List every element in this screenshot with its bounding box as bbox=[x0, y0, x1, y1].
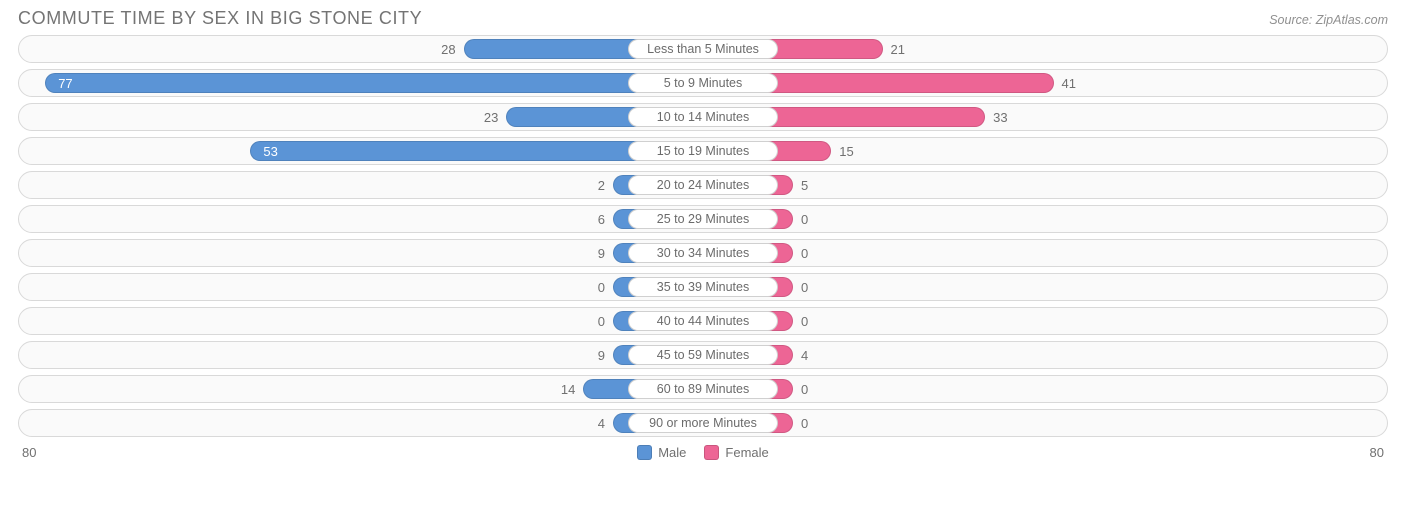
value-female: 0 bbox=[801, 376, 808, 404]
legend-label-male: Male bbox=[658, 445, 686, 460]
value-male: 28 bbox=[441, 36, 455, 64]
chart-row: 77 41 5 to 9 Minutes bbox=[18, 69, 1388, 97]
value-female: 0 bbox=[801, 410, 808, 438]
value-male: 9 bbox=[598, 240, 605, 268]
category-label: Less than 5 Minutes bbox=[628, 39, 778, 59]
value-male: 4 bbox=[598, 410, 605, 438]
category-label: 40 to 44 Minutes bbox=[628, 311, 778, 331]
value-female: 21 bbox=[891, 36, 905, 64]
value-male: 6 bbox=[598, 206, 605, 234]
value-male: 23 bbox=[484, 104, 498, 132]
value-male: 0 bbox=[598, 274, 605, 302]
chart-row: 53 15 15 to 19 Minutes bbox=[18, 137, 1388, 165]
category-label: 5 to 9 Minutes bbox=[628, 73, 778, 93]
value-female: 0 bbox=[801, 240, 808, 268]
chart-row: 0 0 35 to 39 Minutes bbox=[18, 273, 1388, 301]
category-label: 30 to 34 Minutes bbox=[628, 243, 778, 263]
legend-swatch-male bbox=[637, 445, 652, 460]
category-label: 10 to 14 Minutes bbox=[628, 107, 778, 127]
chart-row: 6 0 25 to 29 Minutes bbox=[18, 205, 1388, 233]
category-label: 20 to 24 Minutes bbox=[628, 175, 778, 195]
value-female: 4 bbox=[801, 342, 808, 370]
value-female: 0 bbox=[801, 308, 808, 336]
chart-row: 28 21 Less than 5 Minutes bbox=[18, 35, 1388, 63]
value-female: 41 bbox=[1062, 70, 1076, 98]
chart-area: 28 21 Less than 5 Minutes 77 41 5 to 9 Minute… bbox=[0, 35, 1406, 437]
category-label: 35 to 39 Minutes bbox=[628, 277, 778, 297]
value-male: 9 bbox=[598, 342, 605, 370]
value-male: 0 bbox=[598, 308, 605, 336]
value-female: 5 bbox=[801, 172, 808, 200]
category-label: 60 to 89 Minutes bbox=[628, 379, 778, 399]
chart-row: 23 33 10 to 14 Minutes bbox=[18, 103, 1388, 131]
category-label: 45 to 59 Minutes bbox=[628, 345, 778, 365]
legend: Male Female bbox=[637, 445, 769, 460]
chart-source: Source: ZipAtlas.com bbox=[1269, 13, 1388, 27]
axis-max-left: 80 bbox=[22, 445, 36, 460]
value-male: 14 bbox=[561, 376, 575, 404]
value-male: 77 bbox=[58, 70, 72, 98]
chart-footer: 80 Male Female 80 bbox=[0, 443, 1406, 460]
chart-row: 9 4 45 to 59 Minutes bbox=[18, 341, 1388, 369]
legend-label-female: Female bbox=[725, 445, 768, 460]
value-male: 53 bbox=[263, 138, 277, 166]
chart-row: 2 5 20 to 24 Minutes bbox=[18, 171, 1388, 199]
chart-header: COMMUTE TIME BY SEX IN BIG STONE CITY So… bbox=[0, 0, 1406, 35]
value-female: 0 bbox=[801, 206, 808, 234]
category-label: 25 to 29 Minutes bbox=[628, 209, 778, 229]
chart-row: 0 0 40 to 44 Minutes bbox=[18, 307, 1388, 335]
category-label: 15 to 19 Minutes bbox=[628, 141, 778, 161]
chart-row: 14 0 60 to 89 Minutes bbox=[18, 375, 1388, 403]
axis-max-right: 80 bbox=[1370, 445, 1384, 460]
chart-title: COMMUTE TIME BY SEX IN BIG STONE CITY bbox=[18, 8, 422, 29]
legend-item-female: Female bbox=[704, 445, 768, 460]
chart-row: 4 0 90 or more Minutes bbox=[18, 409, 1388, 437]
chart-row: 9 0 30 to 34 Minutes bbox=[18, 239, 1388, 267]
category-label: 90 or more Minutes bbox=[628, 413, 778, 433]
value-female: 33 bbox=[993, 104, 1007, 132]
value-female: 15 bbox=[839, 138, 853, 166]
bar-male bbox=[45, 73, 703, 93]
value-female: 0 bbox=[801, 274, 808, 302]
legend-item-male: Male bbox=[637, 445, 686, 460]
value-male: 2 bbox=[598, 172, 605, 200]
legend-swatch-female bbox=[704, 445, 719, 460]
